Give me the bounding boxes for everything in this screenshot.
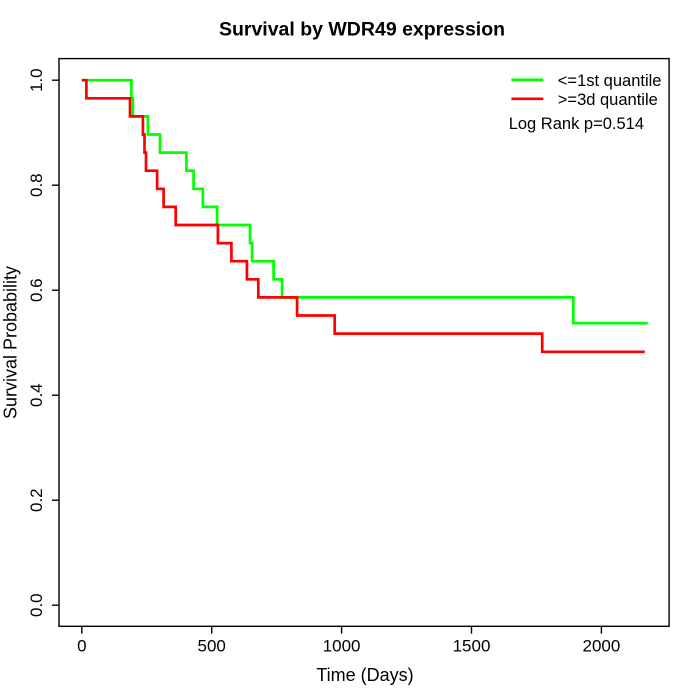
svg-text:0: 0 [77, 637, 86, 656]
svg-text:Survival Probability: Survival Probability [1, 266, 21, 419]
svg-text:500: 500 [198, 637, 226, 656]
svg-text:>=3d quantile: >=3d quantile [558, 91, 658, 109]
svg-text:Survival by WDR49 expression: Survival by WDR49 expression [219, 19, 505, 41]
svg-text:1000: 1000 [323, 637, 361, 656]
svg-text:0.0: 0.0 [27, 593, 46, 617]
svg-text:Log Rank p=0.514: Log Rank p=0.514 [509, 115, 644, 133]
svg-text:0.8: 0.8 [27, 173, 46, 197]
svg-text:2000: 2000 [582, 637, 620, 656]
svg-text:1.0: 1.0 [27, 68, 46, 92]
svg-text:0.6: 0.6 [27, 278, 46, 302]
svg-text:Time (Days): Time (Days) [316, 665, 413, 685]
svg-text:0.2: 0.2 [27, 488, 46, 512]
svg-text:1500: 1500 [453, 637, 491, 656]
svg-text:<=1st quantile: <=1st quantile [558, 72, 662, 90]
svg-text:0.4: 0.4 [27, 383, 46, 407]
